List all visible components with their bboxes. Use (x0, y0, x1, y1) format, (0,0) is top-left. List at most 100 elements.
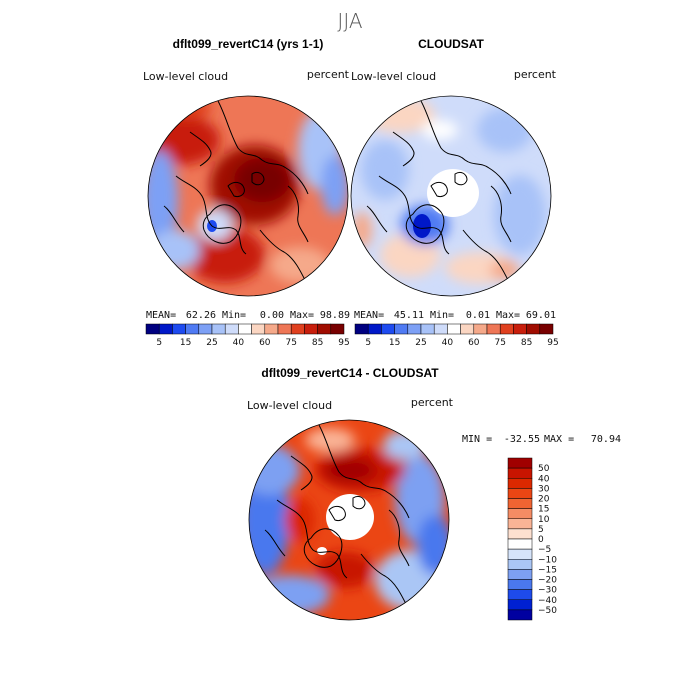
colorbar-swatch (513, 323, 527, 335)
colorbar-swatch (198, 323, 213, 335)
max-value: 98.89 (320, 310, 350, 321)
mean-value: 62.26 (186, 310, 216, 321)
colorbar-swatch (394, 323, 409, 335)
colorbar-swatch (507, 589, 533, 600)
colorbar-swatch (330, 323, 345, 335)
panel-title: dflt099_revertC14 (yrs 1-1) (173, 37, 324, 51)
colorbar-swatch (238, 323, 252, 335)
colorbar-swatch (251, 323, 266, 335)
colorbar-tick-label: 15 (389, 338, 400, 348)
colorbar-swatch (507, 457, 533, 469)
colorbar-swatch (507, 559, 533, 570)
colorbar-swatch (172, 323, 186, 335)
colorbar-tick-label: 95 (338, 338, 349, 348)
colorbar-swatch (507, 518, 533, 530)
colorbar-swatch (499, 323, 514, 335)
field-label: Low-level cloud (351, 70, 436, 83)
colorbar: 5 15 25 40 60 75 85 95 (145, 323, 350, 348)
colorbar-tick-label: 25 (415, 338, 426, 348)
colorbar-swatch (158, 323, 173, 335)
polar-map (148, 96, 348, 296)
colorbar-tick-label: 5 (156, 338, 162, 348)
stats-line: MEAN= 62.26 Min= 0.00 Max= 98.89 (146, 310, 350, 321)
colorbar-tick-label: −40 (538, 596, 557, 606)
colorbar-swatch (420, 323, 435, 335)
colorbar-swatch (433, 323, 448, 335)
colorbar-tick-label: 5 (538, 525, 544, 535)
colorbar-swatch (277, 323, 292, 335)
colorbar-swatch (211, 323, 226, 335)
colorbar-tick-label: 75 (494, 338, 505, 348)
min-label: Min= (222, 310, 246, 321)
colorbar-tick-label: 75 (285, 338, 296, 348)
colorbar-swatch (354, 323, 369, 335)
colorbar-tick-label: 85 (312, 338, 323, 348)
colorbar-swatch (526, 323, 541, 335)
panel-title: dflt099_revertC14 - CLOUDSAT (261, 366, 439, 380)
units-label: percent (514, 68, 557, 81)
colorbar-swatch (145, 323, 160, 335)
units-label: percent (307, 68, 350, 81)
mean-label: MEAN= (146, 310, 176, 321)
colorbar-swatch (507, 548, 533, 560)
field-label: Low-level cloud (247, 399, 332, 412)
colorbar-tick-label: 15 (538, 505, 549, 515)
colorbar-tick-label: −15 (538, 565, 557, 575)
mean-label: MEAN= (354, 310, 384, 321)
colorbar-tick-label: −5 (538, 545, 551, 555)
colorbar-swatch (304, 323, 318, 335)
colorbar-tick-label: 40 (442, 338, 454, 348)
colorbar-swatch (264, 323, 279, 335)
panel-diff: dflt099_revertC14 - CLOUDSAT Low-level c… (247, 366, 621, 621)
min-value: -32.55 (504, 434, 540, 445)
colorbar-tick-label: 60 (468, 338, 480, 348)
colorbar-swatch (381, 323, 395, 335)
colorbar-swatch (486, 323, 501, 335)
colorbar-tick-label: 40 (233, 338, 245, 348)
colorbar: 5 15 25 40 60 75 85 95 (354, 323, 559, 348)
colorbar-swatch (507, 498, 533, 509)
min-value: 0.00 (260, 310, 284, 321)
colorbar-tick-label: 95 (547, 338, 558, 348)
min-value: 0.01 (466, 310, 490, 321)
colorbar-swatch (407, 323, 422, 335)
colorbar-swatch (185, 323, 200, 335)
colorbar-tick-label: 50 (538, 464, 550, 474)
colorbar-swatch (507, 599, 533, 611)
units-label: percent (411, 396, 454, 409)
colorbar-swatch (224, 323, 239, 335)
colorbar-swatch (507, 609, 533, 621)
max-value: 70.94 (591, 434, 621, 445)
colorbar-tick-label: −20 (538, 576, 557, 586)
colorbar-swatch (507, 508, 533, 519)
colorbar-swatch (367, 323, 382, 335)
colorbar-tick-label: 30 (538, 484, 550, 494)
colorbar-swatch (473, 323, 488, 335)
colorbar-swatch (447, 323, 461, 335)
figure-title: JJA (337, 9, 362, 33)
colorbar-swatch (507, 538, 533, 550)
min-label: MIN = (462, 434, 492, 445)
colorbar-swatch (507, 488, 533, 499)
colorbar-swatch (290, 323, 305, 335)
colorbar-swatch (507, 569, 533, 580)
colorbar-tick-label: 20 (538, 495, 550, 505)
colorbar-tick-label: 60 (259, 338, 271, 348)
polar-map (351, 96, 551, 296)
max-label: Max= (290, 310, 314, 321)
colorbar-tick-label: 85 (521, 338, 532, 348)
panel-obs: CLOUDSAT Low-level cloud percent (350, 37, 559, 348)
colorbar-swatch (460, 323, 475, 335)
field-label: Low-level cloud (143, 70, 228, 83)
colorbar-swatch (507, 579, 533, 590)
colorbar-swatch (317, 323, 332, 335)
colorbar-tick-label: 25 (206, 338, 217, 348)
mean-value: 45.11 (394, 310, 424, 321)
colorbar-tick-label: −50 (538, 606, 557, 616)
stats-line: MEAN= 45.11 Min= 0.01 Max= 69.01 (354, 310, 556, 321)
max-label: Max= (496, 310, 520, 321)
polar-map (249, 420, 449, 620)
colorbar-tick-label: 0 (538, 535, 544, 545)
